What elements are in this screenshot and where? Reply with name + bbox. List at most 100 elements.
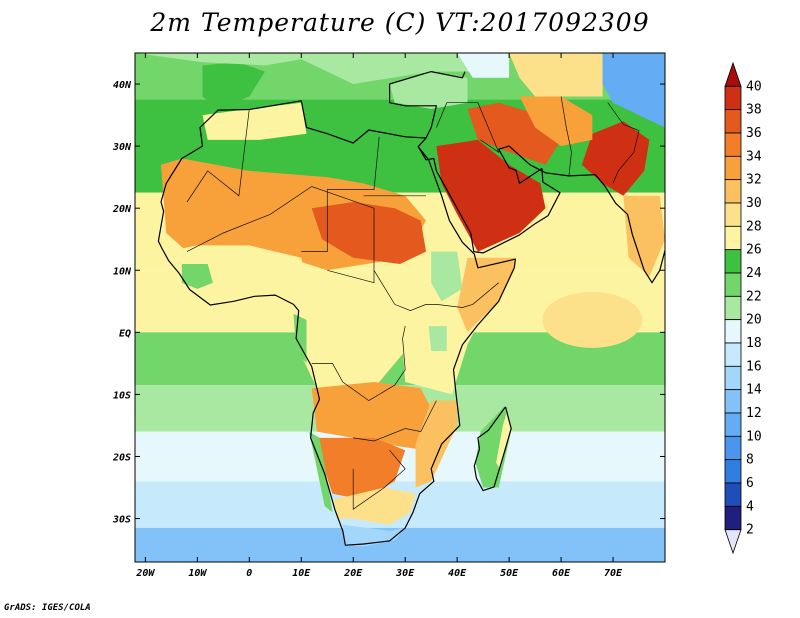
lat-tick-label: 20N: [112, 204, 132, 215]
colorbar-segment: [724, 179, 742, 204]
colorbar-label: 10: [746, 429, 762, 444]
land-region: [457, 53, 510, 78]
land-region: [431, 251, 463, 302]
colorbar-segment: [724, 85, 742, 111]
land-region: [316, 437, 406, 500]
colorbar-segment: [724, 295, 742, 321]
colorbar-segment: [724, 132, 742, 157]
land-region: [509, 53, 603, 97]
country-border: [560, 96, 572, 176]
lat-tick-label: 30N: [112, 142, 132, 153]
colorbar-label: 4: [746, 499, 754, 514]
colorbar-label: 32: [746, 173, 762, 188]
colorbar-under-triangle: [724, 529, 742, 555]
lat-tick-label: 10S: [113, 390, 131, 401]
colorbar-label: 14: [746, 383, 762, 398]
land-region: [353, 133, 421, 153]
land-region: [202, 62, 265, 109]
lat-tick-label: 30S: [112, 515, 131, 526]
land-region: [581, 121, 650, 196]
country-border: [311, 326, 406, 402]
country-border: [352, 450, 406, 510]
lon-tick-label: 50E: [500, 568, 519, 579]
lon-tick-label: 20W: [135, 568, 155, 579]
lat-tick-label: 40N: [113, 80, 132, 91]
colorbar-label: 8: [746, 453, 754, 468]
lon-tick-label: 60E: [552, 568, 571, 579]
colorbar-segment: [724, 459, 742, 484]
colorbar-label: 2: [746, 523, 754, 538]
country-border: [353, 400, 437, 442]
land-region: [202, 102, 307, 140]
land-region: [181, 264, 213, 289]
colorbar-segment: [724, 389, 742, 414]
lon-tick-label: 20E: [343, 568, 363, 579]
colorbar-segment: [724, 202, 742, 227]
colorbar-label: 6: [746, 476, 754, 491]
lon-tick-label: 0: [246, 568, 252, 579]
colorbar-label: 22: [746, 289, 762, 304]
lat-tick-label: 20S: [112, 452, 131, 463]
country-border: [301, 136, 380, 252]
country-border: [436, 102, 500, 154]
country-border: [186, 186, 375, 284]
colorbar-label: 30: [746, 196, 762, 211]
colorbar-label: 20: [746, 313, 762, 328]
land-region: [311, 202, 426, 264]
lon-tick-label: 40E: [448, 568, 467, 579]
country-border: [373, 270, 499, 311]
colorbar-label: 18: [746, 336, 762, 351]
colorbar-label: 24: [746, 266, 762, 281]
lon-tick-label: 70E: [604, 568, 623, 579]
colorbar-label: 34: [746, 149, 762, 164]
colorbar-label: 36: [746, 126, 762, 141]
land-region: [311, 382, 437, 451]
colorbar-label: 26: [746, 243, 762, 258]
arabian-sea-warm-pool: [542, 291, 643, 348]
land-region: [415, 400, 458, 488]
land-region: [496, 413, 511, 469]
lat-tick-label: 10N: [113, 266, 132, 277]
colorbar-label: 40: [746, 79, 762, 94]
land-region: [309, 431, 333, 513]
colorbar-segment: [724, 225, 742, 251]
map-axes: 20W 10W 0 10E 20E 30E 40E 50E 60E 70E 40N 30N 20N 10N…: [112, 53, 665, 579]
colorbar-segment: [724, 249, 742, 274]
land-region: [135, 53, 478, 84]
colorbar-segment: [724, 435, 742, 461]
lat-tick-label: EQ: [119, 328, 131, 339]
colorbar-segment: [724, 319, 742, 344]
coastline: [417, 145, 665, 284]
colorbar-label: 12: [746, 406, 762, 421]
coastline: [160, 70, 466, 203]
land-region: [602, 53, 665, 128]
country-border: [607, 102, 640, 184]
colorbar-over-triangle: [724, 61, 742, 87]
grads-credit: GrADS: IGES/COLA: [4, 603, 91, 613]
colorbar-label: 38: [746, 103, 762, 118]
colorbar-segment: [724, 365, 742, 391]
land-region: [436, 139, 546, 252]
lon-tick-label: 10W: [188, 568, 207, 579]
plot-frame: [134, 52, 666, 563]
land-region: [519, 96, 593, 147]
colorbar-label: 16: [746, 359, 762, 374]
land-region: [296, 282, 406, 389]
land-region: [457, 257, 515, 333]
land-region: [428, 326, 447, 351]
colorbar-segment: [724, 482, 742, 507]
colorbar-label: 28: [746, 219, 762, 234]
colorbar-segment: [724, 109, 742, 134]
coastline: [157, 137, 517, 546]
coastlines: [157, 70, 665, 546]
land-region: [475, 406, 512, 488]
land-region: [389, 71, 468, 109]
colorbar-segment: [724, 412, 742, 437]
lon-tick-label: 30E: [395, 568, 415, 579]
coastline: [473, 406, 512, 492]
colorbar-segment: [724, 342, 742, 367]
lon-tick-label: 10E: [292, 568, 311, 579]
colorbar-segment: [724, 272, 742, 297]
colorbar: 40 38 36 34 32 30 28 26 24 22 20 18 16 14 12 10 8 6 4 2: [724, 61, 762, 555]
